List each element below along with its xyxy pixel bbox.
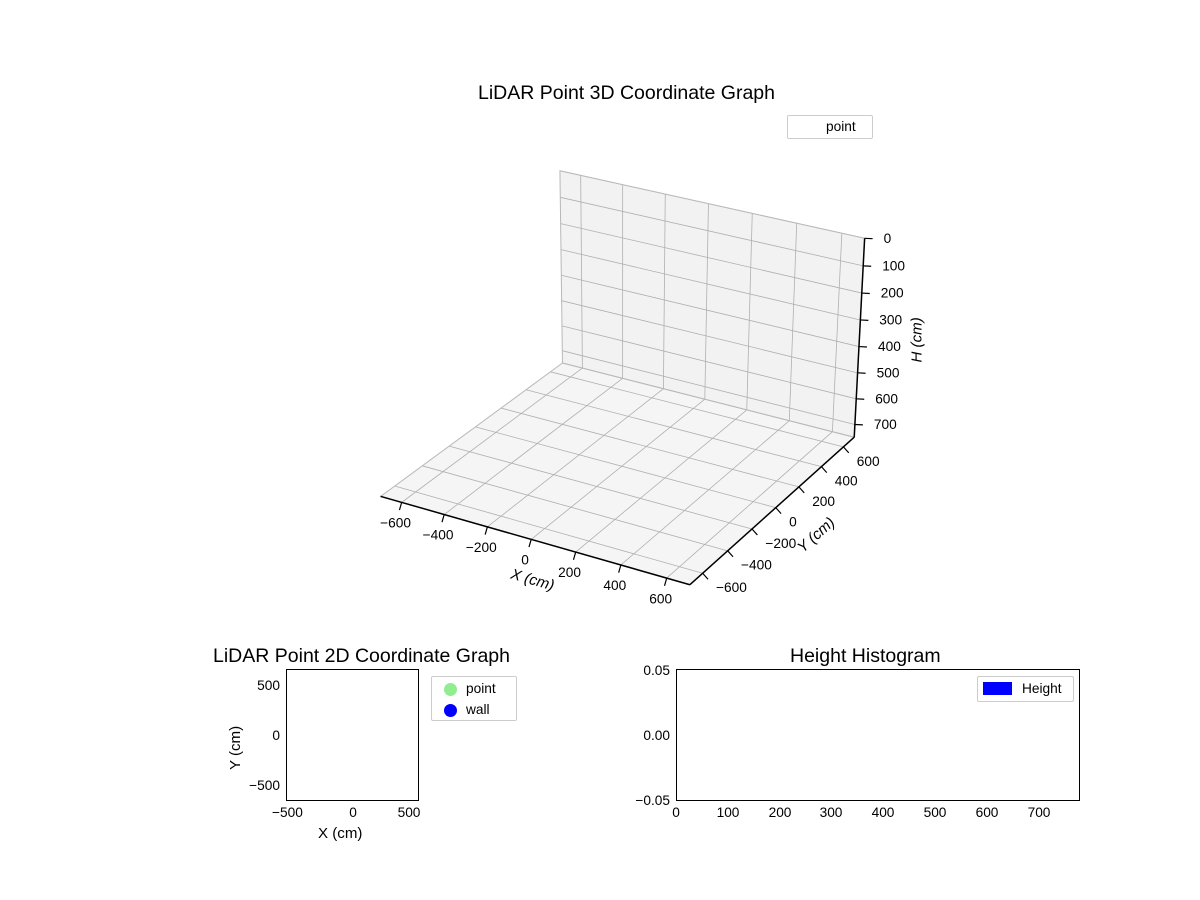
svg-text:600: 600: [649, 591, 672, 606]
svg-text:−400: −400: [741, 558, 772, 573]
svg-text:500: 500: [877, 365, 900, 380]
svg-text:200: 200: [558, 565, 581, 580]
svg-text:100: 100: [882, 258, 905, 273]
svg-text:200: 200: [881, 286, 904, 301]
svg-text:400: 400: [603, 578, 626, 593]
svg-text:0: 0: [789, 515, 797, 530]
svg-text:0: 0: [521, 553, 529, 568]
svg-text:700: 700: [874, 417, 897, 432]
svg-text:−200: −200: [466, 540, 497, 555]
svg-text:X (cm): X (cm): [508, 566, 556, 595]
svg-text:600: 600: [875, 391, 898, 406]
svg-text:300: 300: [879, 313, 902, 328]
svg-text:600: 600: [857, 454, 880, 469]
svg-text:−600: −600: [380, 516, 411, 531]
svg-text:H (cm): H (cm): [908, 317, 925, 362]
svg-text:400: 400: [835, 474, 858, 489]
svg-text:Y (cm): Y (cm): [794, 514, 838, 556]
svg-text:−600: −600: [716, 580, 747, 595]
svg-text:200: 200: [812, 494, 835, 509]
svg-text:−200: −200: [765, 536, 796, 551]
svg-text:−400: −400: [423, 528, 454, 543]
svg-text:400: 400: [878, 339, 901, 354]
svg-text:0: 0: [884, 231, 892, 246]
